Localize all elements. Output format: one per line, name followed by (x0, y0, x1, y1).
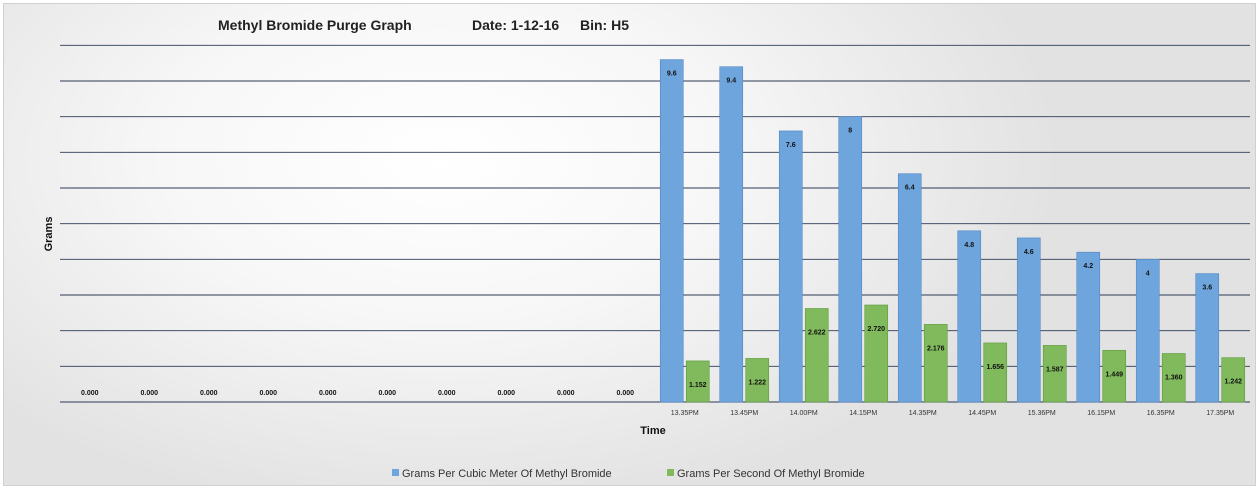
bar-per-second (1161, 353, 1186, 403)
data-label-per-second: 0.000 (497, 390, 515, 397)
data-label-per-second: 1.222 (748, 379, 766, 386)
bar-cubic-meter (1016, 237, 1041, 403)
data-label-cubic-meter: 4.8 (964, 242, 974, 249)
chart-frame (3, 3, 1256, 486)
bar-per-second (804, 308, 829, 403)
legend-label-per-second: Grams Per Second Of Methyl Bromide (677, 468, 865, 480)
gridlines (60, 44, 1250, 403)
data-label-cubic-meter: 3.6 (1202, 285, 1212, 292)
bar-cubic-meter (1195, 273, 1220, 403)
data-label-cubic-meter: 8 (848, 128, 852, 135)
bar-cubic-meter (719, 66, 744, 403)
x-tick-label: 17.35PM (1206, 410, 1234, 417)
data-label-per-second: 2.720 (867, 326, 885, 333)
legend-swatch-per-second (667, 469, 674, 476)
bar-cubic-meter (1076, 251, 1101, 403)
x-tick-label: 14.45PM (968, 410, 996, 417)
bar-cubic-meter (1135, 259, 1160, 403)
data-label-per-second: 0.000 (438, 390, 456, 397)
data-label-per-second: 0.000 (557, 390, 575, 397)
x-tick-label: 16.15PM (1087, 410, 1115, 417)
data-label-cubic-meter: 4 (1146, 270, 1150, 277)
bar-per-second (983, 342, 1008, 403)
x-tick-label: 15.36PM (1028, 410, 1056, 417)
x-tick-label: 14.35PM (909, 410, 937, 417)
data-label-cubic-meter: 9.6 (667, 71, 677, 78)
data-label-per-second: 0.000 (378, 390, 396, 397)
data-label-per-second: 0.000 (81, 390, 99, 397)
data-labels: 0.000 0.000 0.000 0.000 0.000 0.000 0.000 0.000… (81, 71, 1242, 397)
bar-cubic-meter (778, 130, 803, 403)
data-label-per-second: 0.000 (259, 390, 277, 397)
data-label-per-second: 1.152 (689, 382, 707, 389)
x-tick-label: 14.00PM (790, 410, 818, 417)
bar-per-second (745, 358, 770, 403)
x-tick-label: 14.15PM (849, 410, 877, 417)
bar-per-second (1221, 357, 1246, 403)
chart-date: Date: 1-12-16 (472, 17, 559, 33)
data-label-per-second: 0.000 (319, 390, 337, 397)
x-tick-labels: 13.35PM 13.45PM 14.00PM 14.15PM 14.35PM 14.45… (671, 410, 1235, 417)
data-label-cubic-meter: 4.2 (1083, 263, 1093, 270)
bar-cubic-meter (838, 116, 863, 403)
bar-cubic-meter (957, 230, 982, 403)
bar-per-second (1102, 350, 1127, 403)
legend-swatch-cubic-meter (392, 469, 399, 476)
x-tick-label: 13.35PM (671, 410, 699, 417)
bars (659, 59, 1246, 403)
bar-per-second (1042, 345, 1067, 403)
data-label-per-second: 2.176 (927, 345, 945, 352)
data-label-cubic-meter: 4.6 (1024, 249, 1034, 256)
chart-title: Methyl Bromide Purge Graph (218, 17, 412, 33)
data-label-cubic-meter: 9.4 (726, 78, 736, 85)
data-label-per-second: 1.587 (1046, 366, 1064, 373)
bar-cubic-meter (659, 59, 684, 403)
data-label-per-second: 0.000 (616, 390, 634, 397)
data-label-per-second: 1.449 (1105, 371, 1123, 378)
bar-per-second (923, 324, 948, 403)
x-tick-label: 16.35PM (1147, 410, 1175, 417)
data-label-per-second: 1.360 (1165, 374, 1183, 381)
data-label-cubic-meter: 7.6 (786, 142, 796, 149)
bar-per-second (685, 360, 710, 403)
data-label-per-second: 0.000 (140, 390, 158, 397)
data-label-per-second: 2.622 (808, 329, 826, 336)
legend: Grams Per Cubic Meter Of Methyl Bromide … (392, 468, 865, 480)
data-label-per-second: 1.656 (986, 364, 1004, 371)
data-label-cubic-meter: 6.4 (905, 185, 915, 192)
legend-label-cubic-meter: Grams Per Cubic Meter Of Methyl Bromide (402, 468, 612, 480)
x-tick-label: 13.45PM (730, 410, 758, 417)
chart-bin: Bin: H5 (580, 17, 629, 33)
y-axis-title: Grams (43, 217, 55, 252)
data-label-per-second: 0.000 (200, 390, 218, 397)
bar-cubic-meter (897, 173, 922, 403)
bar-per-second (864, 304, 889, 403)
data-label-per-second: 1.242 (1224, 379, 1242, 386)
x-axis-title: Time (640, 425, 665, 437)
